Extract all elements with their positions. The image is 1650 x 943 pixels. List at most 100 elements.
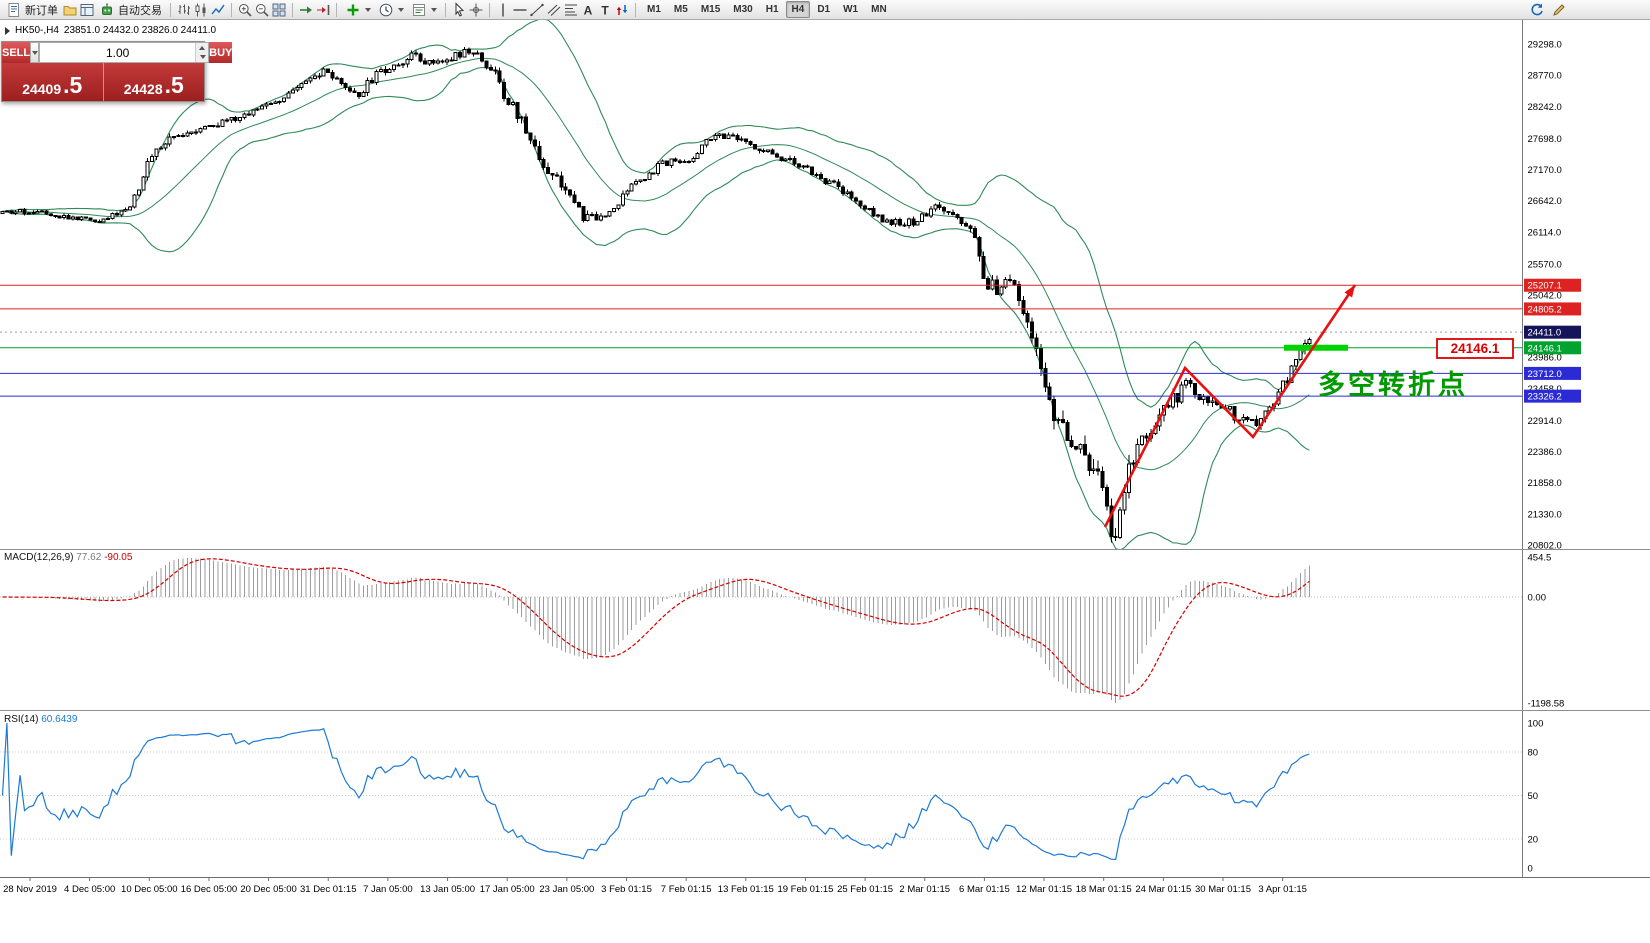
horizontal-line-tool-icon[interactable] (512, 2, 528, 18)
order-type-dropdown[interactable] (30, 42, 40, 63)
rsi-label: RSI(14) 60.6439 (4, 714, 77, 725)
price-axis-tick: 20802.0 (1528, 541, 1562, 550)
timeframe-m30-button[interactable]: M30 (727, 1, 758, 18)
buy-price[interactable]: 24428 .5 (104, 63, 205, 101)
refresh-icon[interactable] (1529, 2, 1545, 18)
profiles-icon[interactable] (62, 2, 78, 18)
toolbar-separator (445, 2, 446, 17)
volume-decrease-button[interactable] (196, 52, 209, 62)
auto-scroll-icon[interactable] (298, 2, 314, 18)
time-axis[interactable]: 28 Nov 2019 4 Dec 05:00 10 Dec 05:00 16 Dec… (0, 877, 1650, 901)
pencil-icon[interactable] (1551, 2, 1567, 18)
volume-input[interactable] (40, 43, 196, 62)
price-tag-24411.0 (1524, 325, 1581, 339)
date-label: 4 Dec 05:00 (64, 884, 115, 895)
fibonacci-tool-icon[interactable] (563, 2, 579, 18)
cursor-icon[interactable] (451, 1, 467, 18)
new-order-button[interactable]: 新订单 (3, 1, 61, 19)
timeframe-h4-button[interactable]: H4 (785, 1, 811, 18)
label-tool-icon[interactable]: T (597, 2, 613, 18)
text-tool-glyph: A (584, 3, 593, 17)
text-tool-icon[interactable]: A (580, 2, 596, 18)
timeframe-w1-button[interactable]: W1 (837, 1, 864, 18)
arrows-tool-icon[interactable] (614, 2, 630, 18)
bollinger-bands (2, 20, 1310, 549)
rsi-axis-tick: 100 (1528, 719, 1544, 730)
data-window-icon[interactable] (79, 2, 95, 18)
caret-down-icon (32, 50, 39, 55)
sell-price[interactable]: 24409 .5 (2, 63, 103, 101)
volume-increase-button[interactable] (196, 43, 209, 53)
sell-button[interactable]: SELL (2, 42, 31, 63)
auto-trading-button[interactable]: 自动交易 (96, 1, 165, 19)
periods-button[interactable] (375, 1, 407, 19)
caret-up-icon (199, 45, 206, 50)
rsi-indicator-panel[interactable]: 100 80 50 20 0 (0, 711, 1650, 877)
price-tag-23326.2 (1524, 389, 1581, 403)
rsi-name: RSI(14) (4, 714, 39, 725)
price-callout-text: 24146.1 (1451, 341, 1500, 356)
price-axis-tick: 27698.0 (1528, 134, 1562, 145)
buy-button[interactable]: BUY (209, 42, 233, 63)
date-label: 6 Mar 01:15 (959, 884, 1010, 895)
channel-tool-icon[interactable] (546, 2, 562, 18)
candles (0, 46, 1312, 543)
macd-signal-line (2, 558, 1310, 697)
caret-down-icon (365, 7, 371, 12)
tile-windows-icon[interactable] (271, 2, 287, 18)
trendline-tool-icon[interactable] (529, 2, 545, 18)
templates-button[interactable] (408, 1, 440, 19)
indicators-button[interactable] (342, 1, 374, 19)
panel-separator[interactable] (0, 549, 1650, 550)
date-label: 23 Jan 05:00 (539, 884, 594, 895)
candlestick-chart-icon[interactable] (193, 2, 209, 18)
date-label: 13 Feb 01:15 (718, 884, 774, 895)
zoom-in-icon[interactable] (237, 2, 253, 18)
price-axis-tick: 21858.0 (1528, 478, 1562, 489)
macd-signal-value: -90.05 (104, 552, 133, 563)
timeframe-m5-button[interactable]: M5 (668, 1, 694, 18)
ohlc-values: 23851.0 24432.0 23826.0 24411.0 (63, 25, 217, 36)
date-label: 3 Feb 01:15 (601, 884, 652, 895)
macd-axis-tick: -1198.58 (1528, 699, 1565, 710)
price-tag-text: 23326.2 (1528, 392, 1562, 403)
price-callout-box[interactable] (1436, 338, 1514, 359)
template-icon (413, 3, 425, 16)
timeframe-m1-button[interactable]: M1 (641, 1, 667, 18)
toolbar-separator (170, 2, 171, 17)
label-tool-glyph: T (601, 3, 609, 17)
chart-shift-icon[interactable] (315, 2, 331, 18)
price-axis-tick: 22914.0 (1528, 416, 1562, 427)
rsi-axis-tick: 50 (1528, 791, 1539, 802)
date-label: 31 Dec 01:15 (300, 884, 357, 895)
price-axis-tick: 28770.0 (1528, 71, 1562, 82)
annotation-note-text[interactable]: 多空转折点 (1318, 369, 1468, 400)
crosshair-icon[interactable] (468, 2, 484, 18)
macd-axis-tick: 454.5 (1528, 552, 1552, 563)
main-toolbar: 新订单 自动交易 A T M1 M5 M15 M30 H1 H4 D1 W1 (0, 0, 1650, 20)
line-chart-icon[interactable] (210, 2, 226, 18)
toolbar-separator (635, 2, 636, 17)
caret-down-icon (398, 7, 404, 12)
toolbar-separator (336, 2, 337, 17)
macd-axis-tick: 0.00 (1528, 593, 1547, 604)
sell-price-frac: .5 (63, 72, 83, 99)
clock-icon (379, 3, 393, 16)
timeframe-mn-button[interactable]: MN (865, 1, 893, 18)
price-axis-tick: 29298.0 (1528, 40, 1562, 51)
zigzag-arrow[interactable] (1103, 284, 1357, 528)
toolbar-separator (292, 2, 293, 17)
panel-separator[interactable] (0, 710, 1650, 711)
date-label: 3 Apr 01:15 (1258, 884, 1307, 895)
macd-indicator-panel[interactable]: 454.5 0.00 -1198.58 (0, 550, 1650, 710)
zoom-out-icon[interactable] (254, 2, 270, 18)
main-price-chart[interactable]: 29298.0 28770.0 28242.0 27698.0 27170.0 26642… (0, 20, 1650, 549)
timeframe-d1-button[interactable]: D1 (811, 1, 836, 18)
vertical-line-tool-icon[interactable] (495, 2, 511, 18)
price-axis-tick: 28242.0 (1528, 102, 1562, 113)
price-axis-tick: 27170.0 (1528, 165, 1562, 176)
volume-stepper (195, 43, 209, 62)
timeframe-h1-button[interactable]: H1 (760, 1, 785, 18)
timeframe-m15-button[interactable]: M15 (695, 1, 726, 18)
bar-chart-icon[interactable] (176, 2, 192, 18)
